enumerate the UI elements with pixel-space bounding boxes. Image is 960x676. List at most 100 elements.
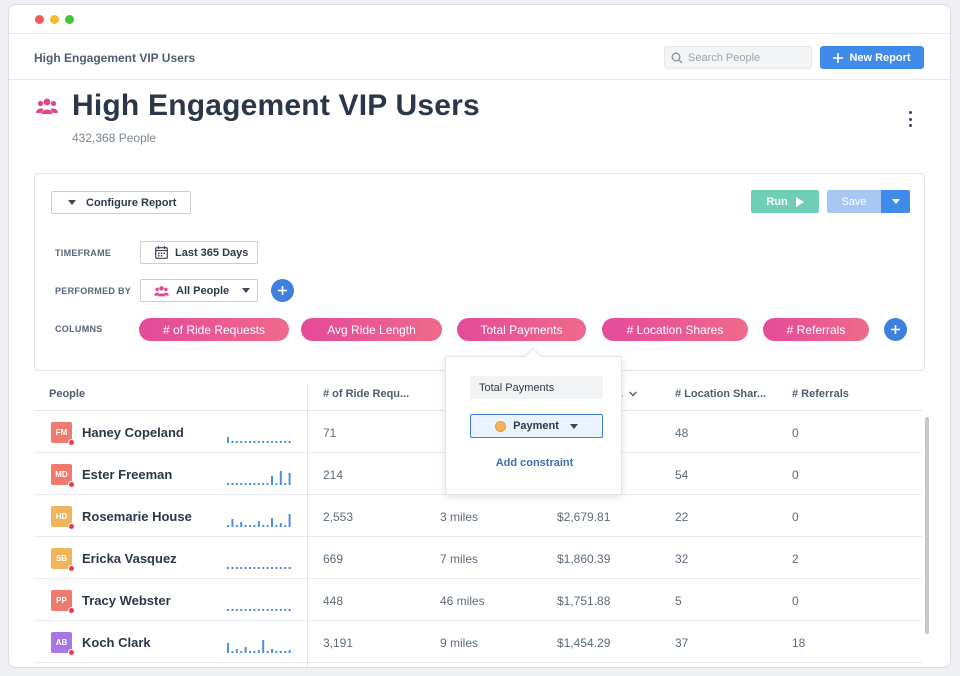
sparkline-bar [288,609,291,611]
sparkline-bar [257,609,260,611]
save-button[interactable]: Save [827,190,881,213]
search-box[interactable] [664,46,812,69]
person-name[interactable]: Rosemarie House [82,509,192,524]
coin-icon [495,420,507,432]
new-report-button[interactable]: New Report [820,46,924,69]
table-row[interactable]: AB Koch Clark 3,191 9 miles $1,454.29 37 18 [34,621,922,663]
sparkline-bar [262,441,265,443]
sparkline-bar [284,483,287,485]
cell-referrals: 0 [792,594,799,608]
column-pill-referrals[interactable]: # Referrals [763,318,869,341]
calendar-icon [155,246,168,259]
cell-ride-requests: 448 [323,594,344,608]
sparkline-bar [266,609,269,611]
table-row[interactable]: SB Ericka Vasquez 669 7 miles $1,860.39 32 2 [34,537,922,579]
sparkline-bar [240,651,243,653]
column-header-ride-requests[interactable]: # of Ride Requ... [323,388,410,400]
maximize-window-button[interactable] [65,15,74,24]
event-select[interactable]: Payment [470,414,603,438]
table-scrollbar[interactable] [925,417,929,634]
sparkline-bar [227,609,229,611]
search-icon [671,52,683,63]
cell-referrals: 0 [792,426,799,440]
column-pill-ride-requests[interactable]: # of Ride Requests [139,318,289,341]
sparkline-bar [249,609,251,611]
search-input[interactable] [688,51,798,64]
sparkline-bar [275,525,278,527]
sparkline-bar [235,525,238,527]
plus-icon [891,325,900,334]
cell-avg-ride-length: 9 miles [440,636,479,650]
sparkline-bar [244,647,247,653]
table-row[interactable]: PP Tracy Webster 448 46 miles $1,751.88 5 0 [34,579,922,621]
sparkline-bar [253,651,256,653]
column-header-referrals[interactable]: # Referrals [792,388,849,400]
sparkline-bar [253,483,256,485]
sparkline-bar [240,609,243,611]
breadcrumb[interactable]: High Engagement VIP Users [34,51,196,65]
cell-avg-ride-length: 3 miles [440,510,479,524]
column-pill-location-shares[interactable]: # Location Shares [602,318,748,341]
performed-by-select[interactable]: All People [140,279,258,302]
avatar: FM [51,422,75,446]
page-title: High Engagement VIP Users [72,89,480,122]
column-header-location-shares[interactable]: # Location Shar... [675,388,767,400]
person-name[interactable]: Haney Copeland [82,425,184,440]
person-name[interactable]: Ericka Vasquez [82,551,177,566]
column-header-people[interactable]: People [49,388,86,400]
sparkline-bar [231,519,234,527]
kebab-icon[interactable] [907,111,913,127]
columns-label: COLUMNS [55,324,103,334]
sparkline-bar [235,649,238,653]
performed-by-label: PERFORMED BY [55,286,132,296]
avatar: HD [51,506,75,530]
sparkline-bar [262,567,265,569]
save-options-button[interactable] [881,190,910,213]
sparkline-bar [244,567,247,569]
plus-icon [833,52,844,63]
sparkline-bar [275,651,278,653]
add-filter-button[interactable] [271,279,294,302]
close-window-button[interactable] [35,15,44,24]
sparkline-bar [244,483,247,485]
sparkline-bar [257,650,260,653]
cell-location-shares: 54 [675,468,689,482]
column-name-input[interactable] [470,376,603,399]
activity-sparkline [227,567,291,569]
add-column-button[interactable] [884,318,907,341]
sparkline-bar [244,525,247,527]
table-row[interactable]: HD Rosemarie House 2,553 3 miles $2,679.81 22… [34,495,922,537]
report-config-panel: Configure Report Run Save TIMEFRAME Last… [34,173,925,371]
sparkline-bar [257,567,260,569]
cell-referrals: 2 [792,552,799,566]
cell-ride-requests: 71 [323,426,337,440]
column-pill-avg-ride-length[interactable]: Avg Ride Length [301,318,442,341]
person-name[interactable]: Koch Clark [82,635,151,650]
run-button[interactable]: Run [751,190,819,213]
column-pill-total-payments[interactable]: Total Payments [457,318,586,341]
cell-ride-requests: 669 [323,552,344,566]
sparkline-bar [262,640,265,653]
sparkline-bar [240,522,243,527]
sparkline-bar [284,651,287,653]
person-name[interactable]: Tracy Webster [82,593,171,608]
activity-sparkline [227,640,291,653]
timeframe-select[interactable]: Last 365 Days [140,241,258,264]
sparkline-bar [275,567,278,569]
sparkline-bar [284,609,287,611]
activity-sparkline [227,609,291,611]
sparkline-bar [253,525,256,527]
sparkline-bar [288,567,291,569]
cell-total-payments: $1,860.39 [557,552,611,566]
sparkline-bar [288,650,291,653]
configure-report-button[interactable]: Configure Report [51,191,191,214]
sparkline-bar [253,609,256,611]
add-constraint-link[interactable]: Add constraint [495,457,574,469]
avatar: AB [51,632,75,656]
person-name[interactable]: Ester Freeman [82,467,173,482]
minimize-window-button[interactable] [50,15,59,24]
sparkline-bar [279,567,282,569]
sparkline-bar [240,441,243,443]
column-edit-popover: Payment Add constraint [445,347,622,495]
sparkline-bar [249,567,251,569]
